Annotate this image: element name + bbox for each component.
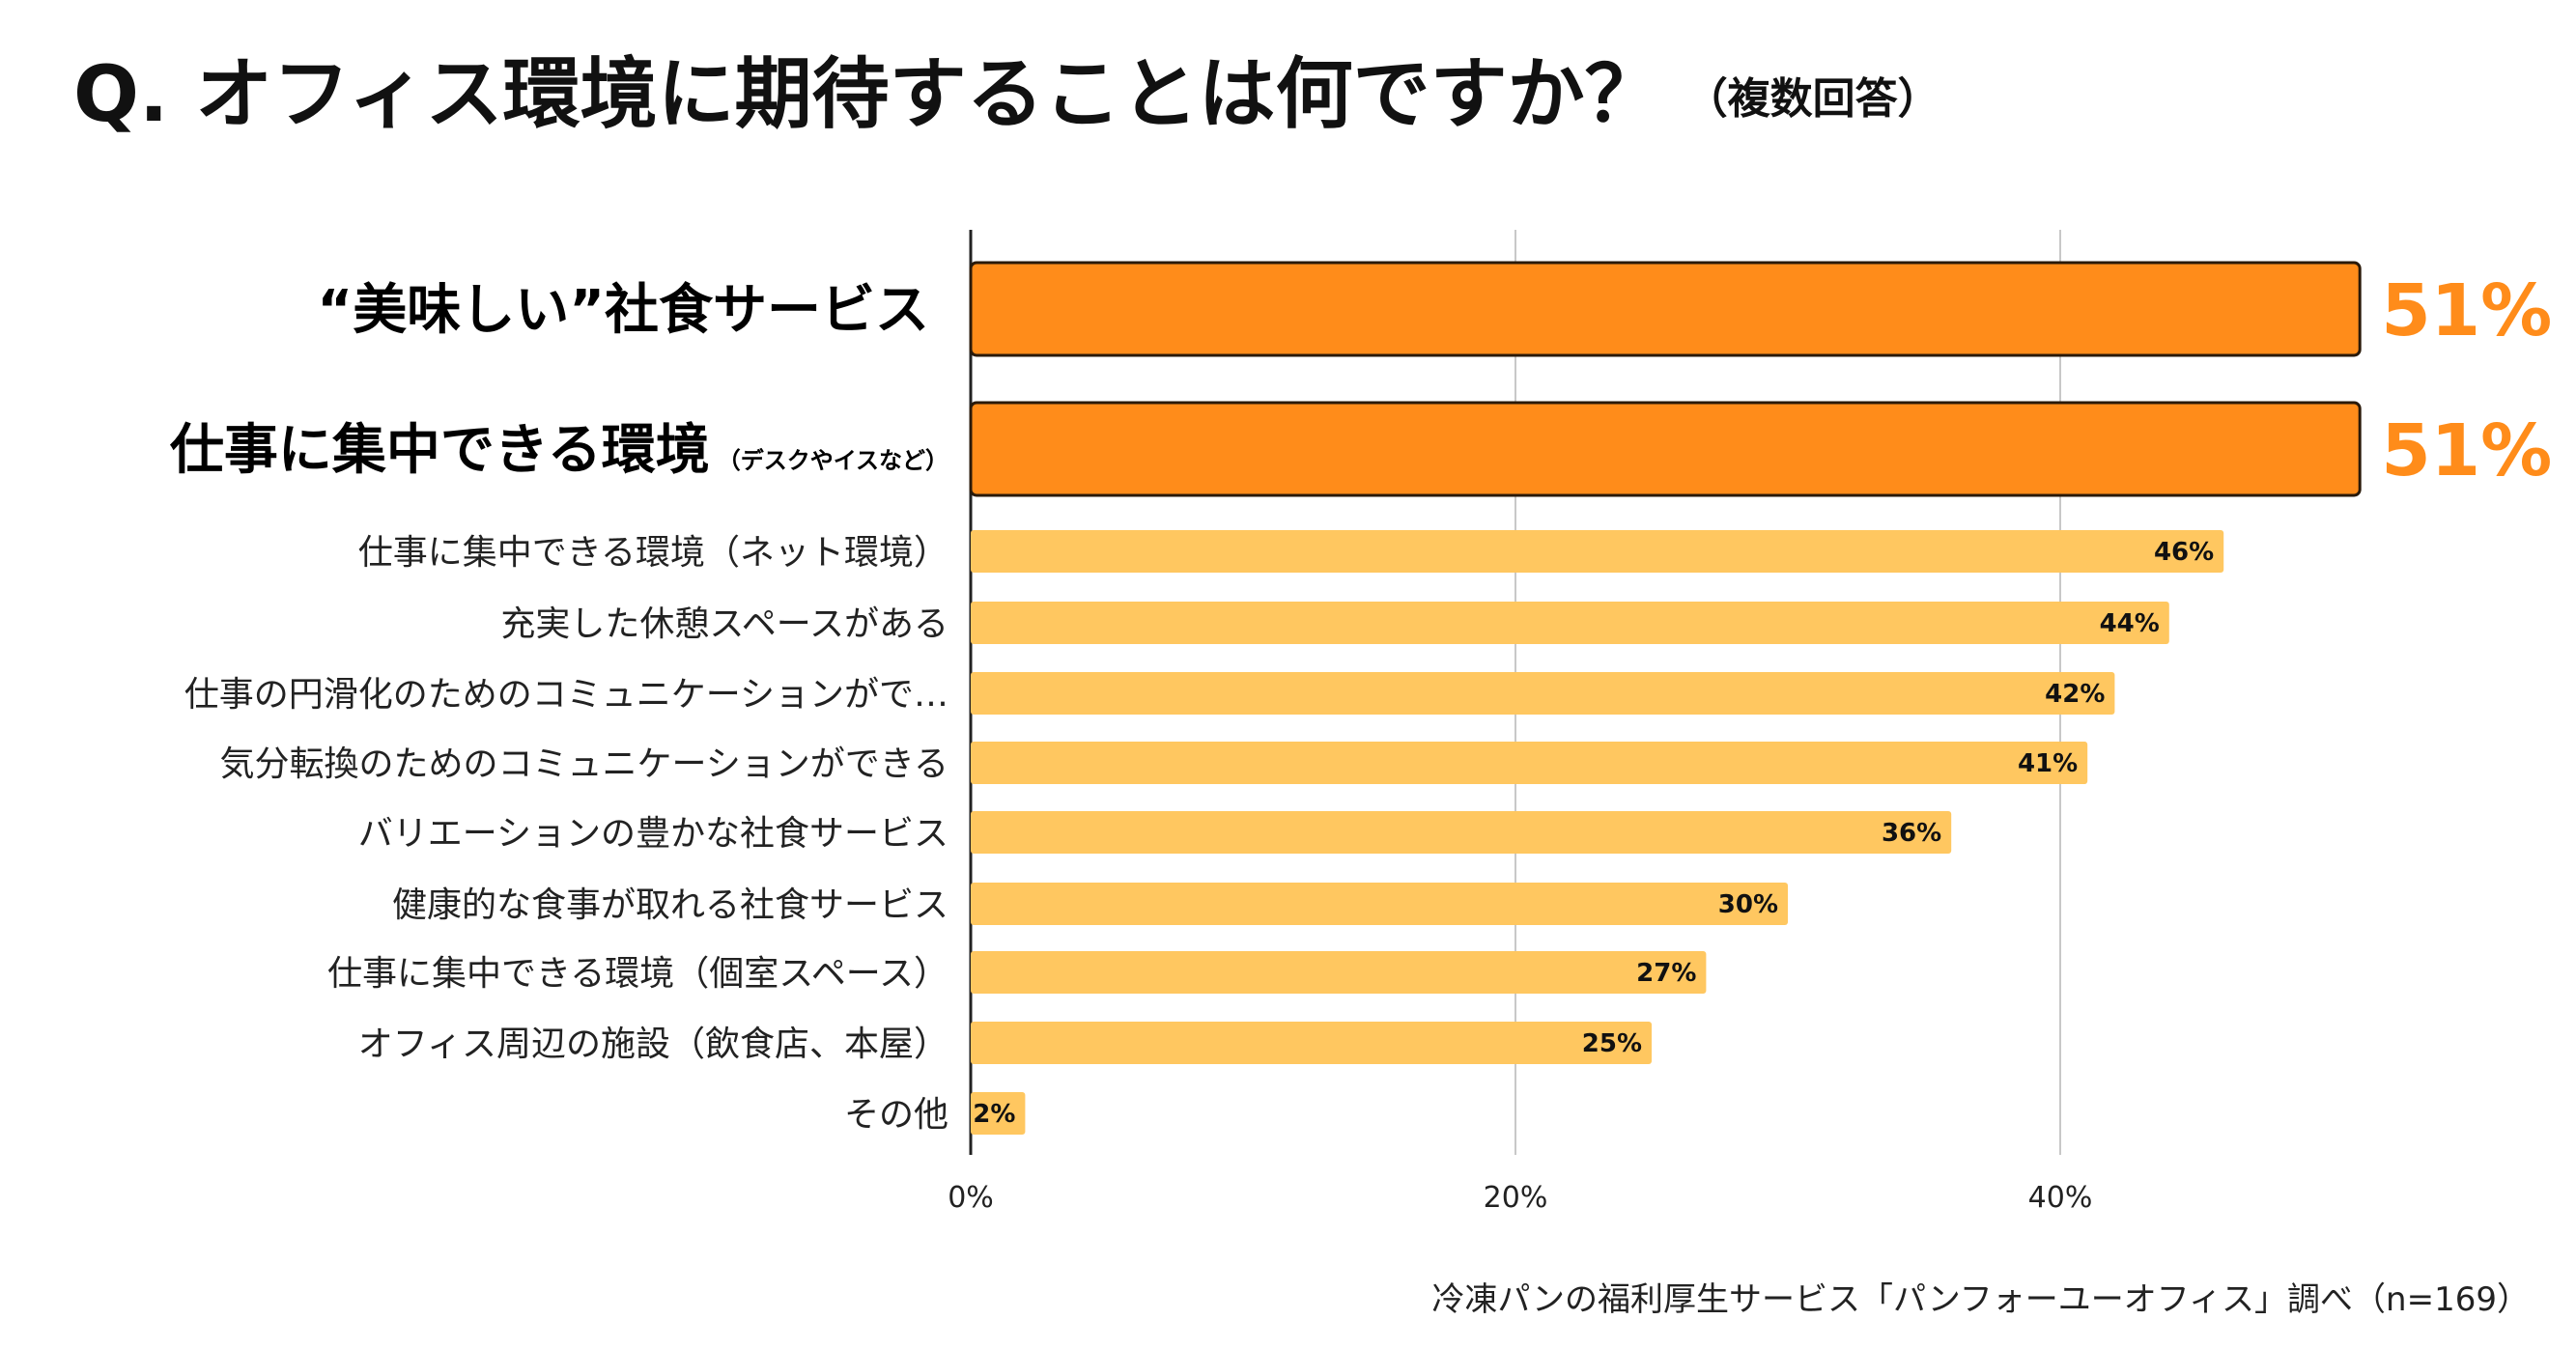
x-tick-label: 0% [948,1181,994,1215]
value-label: 30% [1718,890,1778,919]
bar-7 [971,811,1952,854]
bar-3 [971,530,2224,573]
chart-title: Q. オフィス環境に期待することは何ですか？ （複数回答） [73,56,1940,133]
value-label: 44% [2100,609,2160,638]
bar-9 [971,951,1707,994]
category-label: その他 [844,1095,948,1135]
value-label: 42% [2045,680,2105,709]
bar-11 [971,1092,1026,1135]
value-label: 51% [2381,269,2552,352]
bars [969,261,2362,1135]
title-sub: （複数回答） [1684,74,1940,124]
bar-6 [971,742,2088,784]
value-label: 51% [2381,409,2552,492]
category-label: 気分転換のためのコミュニケーションができる [219,744,948,784]
value-label: 2% [973,1100,1015,1129]
title-main: Q. オフィス環境に期待することは何ですか？ [73,49,1662,139]
value-label: 46% [2154,538,2214,567]
category-label: 仕事の円滑化のためのコミュニケーションがで… [184,675,948,715]
category-label: 仕事に集中できる環境 （デスクやイスなど） [170,419,948,482]
category-label: 充実した休憩スペースがある [500,604,948,644]
category-label: バリエーションの豊かな社食サービス [358,814,948,854]
bar-1 [969,261,2362,357]
bar-8 [971,883,1788,925]
category-label: “美味しい”社食サービス [317,279,929,342]
source-note: 冷凍パンの福利厚生サービス「パンフォーユーオフィス」調べ（n=169） [1431,1280,2530,1319]
category-label: 仕事に集中できる環境（ネット環境） [358,533,948,573]
value-label: 27% [1636,959,1696,988]
bar-2 [969,401,2362,497]
value-label: 41% [2018,749,2078,778]
x-tick-label: 20% [1484,1181,1548,1215]
x-tick-label: 40% [2028,1181,2093,1215]
category-label: 健康的な食事が取れる社食サービス [392,885,948,925]
x-axis-ticks: 0% 20% 40% [948,1181,2092,1215]
category-label: 仕事に集中できる環境（個室スペース） [327,954,948,994]
value-label: 36% [1882,819,1941,848]
value-labels: 51% 51% 46% 44% 42% 41% 36% 30% 27% 25% 2% [973,269,2552,1129]
category-label: オフィス周辺の施設（飲食店、本屋） [358,1025,948,1064]
bar-10 [971,1022,1652,1064]
value-label: 25% [1582,1029,1642,1058]
bar-5 [971,672,2115,715]
bar-4 [971,602,2169,644]
